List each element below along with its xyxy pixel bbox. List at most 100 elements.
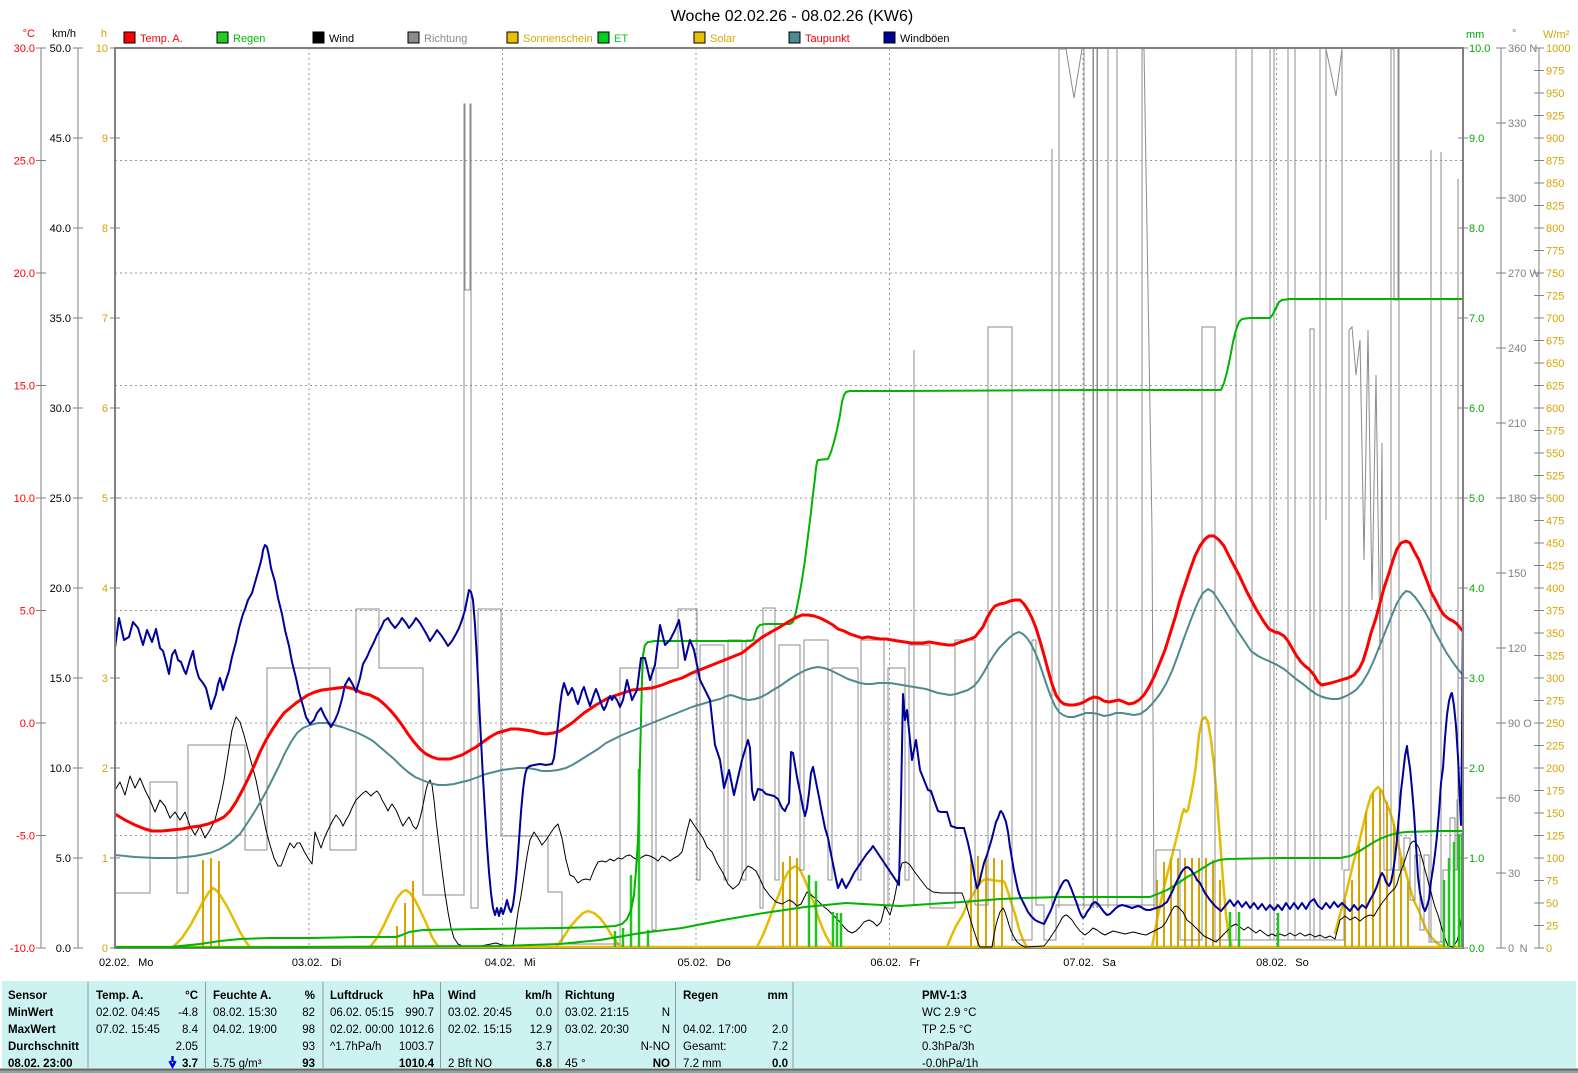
svg-text:425: 425 <box>1546 561 1564 573</box>
svg-text:02.02. Mo: 02.02. Mo <box>99 957 153 969</box>
svg-text:650: 650 <box>1546 358 1564 370</box>
svg-text:Solar: Solar <box>710 33 736 45</box>
svg-text:25: 25 <box>1546 921 1558 933</box>
svg-text:1003.7: 1003.7 <box>399 1041 434 1053</box>
svg-text:02.02. 15:15: 02.02. 15:15 <box>448 1024 512 1036</box>
svg-text:2 Bft NO: 2 Bft NO <box>448 1058 492 1070</box>
svg-text:N: N <box>662 1024 670 1036</box>
svg-text:825: 825 <box>1546 201 1564 213</box>
svg-text:3: 3 <box>102 673 108 685</box>
svg-text:02.02. 00:00: 02.02. 00:00 <box>330 1024 394 1036</box>
svg-text:Wind: Wind <box>329 33 354 45</box>
svg-text:0: 0 <box>102 943 108 955</box>
svg-text:775: 775 <box>1546 246 1564 258</box>
svg-text:07.02. Sa: 07.02. Sa <box>1063 957 1116 969</box>
svg-text:240: 240 <box>1508 343 1526 355</box>
svg-text:°: ° <box>1512 28 1516 40</box>
svg-text:2.0: 2.0 <box>772 1024 788 1036</box>
svg-text:1: 1 <box>102 853 108 865</box>
svg-text:Sensor: Sensor <box>8 990 48 1002</box>
svg-text:Richtung: Richtung <box>424 33 467 45</box>
svg-text:82: 82 <box>302 1007 315 1019</box>
svg-text:150: 150 <box>1546 808 1564 820</box>
svg-text:200: 200 <box>1546 763 1564 775</box>
svg-text:Durchschnitt: Durchschnitt <box>8 1041 79 1053</box>
svg-text:300: 300 <box>1508 193 1526 205</box>
svg-text:Woche 02.02.26 - 08.02.26 (KW6: Woche 02.02.26 - 08.02.26 (KW6) <box>671 8 914 25</box>
svg-text:0.0: 0.0 <box>536 1007 552 1019</box>
svg-text:300: 300 <box>1546 673 1564 685</box>
svg-text:2: 2 <box>102 763 108 775</box>
svg-text:0.0: 0.0 <box>56 943 71 955</box>
svg-text:-10.0: -10.0 <box>10 943 35 955</box>
svg-text:03.02. Di: 03.02. Di <box>292 957 342 969</box>
svg-text:25.0: 25.0 <box>50 493 71 505</box>
svg-text:50.0: 50.0 <box>50 43 71 55</box>
svg-text:990.7: 990.7 <box>405 1007 434 1019</box>
svg-text:925: 925 <box>1546 111 1564 123</box>
svg-text:04.02. 17:00: 04.02. 17:00 <box>683 1024 747 1036</box>
svg-text:NO: NO <box>653 1058 670 1070</box>
svg-text:93: 93 <box>302 1058 315 1070</box>
svg-text:mm: mm <box>1466 29 1484 41</box>
svg-text:km/h: km/h <box>52 28 76 40</box>
svg-text:93: 93 <box>302 1041 315 1053</box>
svg-text:1.0: 1.0 <box>1469 853 1484 865</box>
svg-text:550: 550 <box>1546 448 1564 460</box>
svg-text:04.02. Mi: 04.02. Mi <box>485 957 536 969</box>
svg-text:N: N <box>662 1007 670 1019</box>
svg-text:7.2: 7.2 <box>772 1041 788 1053</box>
svg-text:50: 50 <box>1546 898 1558 910</box>
svg-text:5.0: 5.0 <box>1469 493 1484 505</box>
svg-text:98: 98 <box>302 1024 315 1036</box>
svg-text:°C: °C <box>185 990 198 1002</box>
svg-text:100: 100 <box>1546 853 1564 865</box>
svg-text:6.0: 6.0 <box>1469 403 1484 415</box>
svg-text:06.02. Fr: 06.02. Fr <box>870 957 920 969</box>
svg-text:10.0: 10.0 <box>50 763 71 775</box>
svg-text:5.0: 5.0 <box>20 606 35 618</box>
svg-text:1012.6: 1012.6 <box>399 1024 434 1036</box>
svg-text:850: 850 <box>1546 178 1564 190</box>
svg-text:575: 575 <box>1546 426 1564 438</box>
svg-text:0.3hPa/3h: 0.3hPa/3h <box>922 1041 974 1053</box>
svg-text:450: 450 <box>1546 538 1564 550</box>
svg-text:Taupunkt: Taupunkt <box>805 33 850 45</box>
svg-text:04.02. 19:00: 04.02. 19:00 <box>213 1024 277 1036</box>
svg-text:90 O: 90 O <box>1508 718 1532 730</box>
svg-text:Temp. A.: Temp. A. <box>140 33 183 45</box>
svg-text:0: 0 <box>1546 943 1552 955</box>
svg-text:8: 8 <box>102 223 108 235</box>
svg-text:N-NO: N-NO <box>641 1041 670 1053</box>
svg-text:^1.7hPa/h: ^1.7hPa/h <box>330 1041 381 1053</box>
svg-text:800: 800 <box>1546 223 1564 235</box>
svg-text:25.0: 25.0 <box>14 156 35 168</box>
svg-text:Regen: Regen <box>683 990 718 1002</box>
svg-text:330: 330 <box>1508 118 1526 130</box>
svg-text:375: 375 <box>1546 606 1564 618</box>
svg-text:Feuchte A.: Feuchte A. <box>213 990 271 1002</box>
svg-text:0 N: 0 N <box>1508 943 1528 955</box>
svg-text:875: 875 <box>1546 156 1564 168</box>
svg-text:210: 210 <box>1508 418 1526 430</box>
svg-text:225: 225 <box>1546 741 1564 753</box>
svg-text:75: 75 <box>1546 876 1558 888</box>
svg-text:5: 5 <box>102 493 108 505</box>
svg-text:10.0: 10.0 <box>14 493 35 505</box>
svg-text:4: 4 <box>102 583 108 595</box>
svg-text:TP 2.5 °C: TP 2.5 °C <box>922 1024 972 1036</box>
svg-text:6: 6 <box>102 403 108 415</box>
svg-text:750: 750 <box>1546 268 1564 280</box>
svg-text:125: 125 <box>1546 831 1564 843</box>
svg-text:h: h <box>101 28 107 40</box>
svg-text:10: 10 <box>96 43 108 55</box>
svg-text:07.02. 15:45: 07.02. 15:45 <box>96 1024 160 1036</box>
svg-text:325: 325 <box>1546 651 1564 663</box>
svg-text:°C: °C <box>23 28 35 40</box>
svg-text:10.0: 10.0 <box>1469 43 1490 55</box>
svg-text:6.8: 6.8 <box>536 1058 553 1070</box>
svg-text:Temp. A.: Temp. A. <box>96 990 143 1002</box>
svg-text:8.0: 8.0 <box>1469 223 1484 235</box>
svg-text:MinWert: MinWert <box>8 1007 53 1019</box>
svg-text:05.02. Do: 05.02. Do <box>678 957 731 969</box>
